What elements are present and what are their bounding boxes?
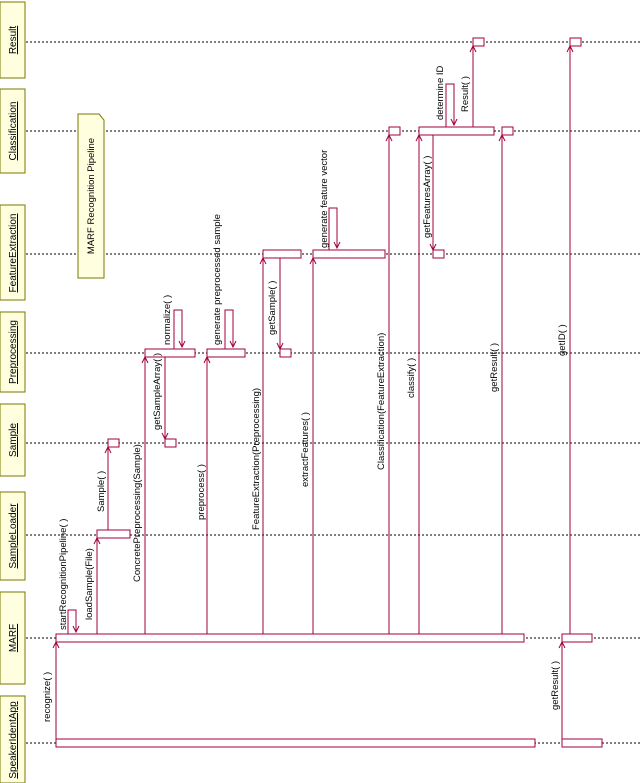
object-label-speakeridentapp: SpeakerIdentApp xyxy=(8,701,19,779)
activation-classification-classify xyxy=(418,126,495,136)
message-label-extractfeatures: extractFeatures( ) xyxy=(300,412,311,487)
activation-preprocessing-preprocess xyxy=(206,348,246,358)
message-arrow-determine-id xyxy=(450,118,458,127)
object-label-featureextraction: FeatureExtraction xyxy=(8,214,19,293)
activation-result-getid xyxy=(569,37,582,47)
message-label-getresult-app: getResult( ) xyxy=(550,661,561,710)
activation-speakeridentapp-main xyxy=(55,738,536,748)
object-box-featureextraction[interactable] xyxy=(0,204,26,301)
message-line-normalize xyxy=(173,309,183,349)
message-arrow-sample xyxy=(104,445,112,454)
message-arrow-getid xyxy=(566,44,574,53)
message-label-normalize: normalize( ) xyxy=(162,295,173,345)
message-label-getfeaturesarray: getFeaturesArray( ) xyxy=(422,156,433,238)
object-label-sample: Sample xyxy=(8,423,19,457)
object-box-speakeridentapp[interactable] xyxy=(0,695,26,783)
object-label-result: Result xyxy=(8,26,19,55)
note-shape[interactable] xyxy=(77,113,105,279)
activation-sample-getarray xyxy=(164,438,177,448)
message-label-concretepreprocessing: ConcretePreprocessing(Sample) xyxy=(132,444,143,582)
object-box-preprocessing[interactable] xyxy=(0,311,26,393)
message-arrow-extractfeatures xyxy=(309,256,317,265)
message-label-classify: classify( ) xyxy=(406,358,417,398)
activation-preprocessing-getsample xyxy=(279,348,292,358)
message-line-generate-feature-vector xyxy=(328,207,338,250)
message-arrow-loadsample xyxy=(93,536,101,545)
message-label-generate-feature-vector: generate feature vector xyxy=(319,150,330,248)
activation-featureextraction-getarray xyxy=(432,249,445,259)
message-arrow-generate-feature-vector xyxy=(333,241,341,250)
activation-sampleloader xyxy=(96,529,131,539)
message-label-generate-preprocessed: generate preprocessed sample xyxy=(212,214,223,345)
activation-classification-getresult xyxy=(501,126,514,136)
message-label-recognize: recognize( ) xyxy=(42,672,53,722)
message-arrow-getsample xyxy=(276,342,284,351)
object-box-result[interactable] xyxy=(0,1,26,79)
message-line-startrecognitionpipeline xyxy=(67,609,77,634)
object-label-classification: Classification xyxy=(8,102,19,161)
object-box-marf[interactable] xyxy=(0,591,26,685)
object-box-classification[interactable] xyxy=(0,88,26,174)
messages xyxy=(52,44,574,739)
activation-result-ctor xyxy=(472,37,485,47)
message-labels: recognize( ) startRecognitionPipeline( )… xyxy=(42,65,568,722)
message-arrow-getfeaturesarray xyxy=(429,243,437,252)
message-label-getid: getID( ) xyxy=(557,324,568,356)
message-arrow-result-ctor xyxy=(469,44,477,53)
activation-marf-main xyxy=(55,633,525,643)
message-arrow-classification-ctor xyxy=(385,133,393,142)
object-boxes: Result Classification FeatureExtraction … xyxy=(0,1,26,783)
message-label-preprocess: preprocess( ) xyxy=(196,464,207,520)
message-arrow-startrecognitionpipeline xyxy=(72,625,80,634)
message-label-getresult-classification: getResult( ) xyxy=(489,343,500,392)
message-arrow-classify xyxy=(415,133,423,142)
message-arrow-preprocess xyxy=(203,355,211,364)
message-label-classification-ctor: Classification(FeatureExtraction) xyxy=(376,333,387,470)
message-label-loadsample: loadSample(File) xyxy=(84,548,95,620)
activation-classification-ctor xyxy=(388,126,401,136)
object-label-preprocessing: Preprocessing xyxy=(8,320,19,384)
message-arrow-concretepreprocessing xyxy=(141,355,149,364)
message-label-determine-id: determine ID xyxy=(435,65,446,120)
message-arrow-getsamplearray xyxy=(161,432,169,441)
message-label-getsamplearray: getSampleArray( ) xyxy=(152,353,163,430)
message-arrow-getresult-app xyxy=(558,640,566,649)
activation-preprocessing-ctor xyxy=(144,348,196,358)
note-text: MARF Recognition Pipeline xyxy=(86,138,97,254)
object-box-sampleloader[interactable] xyxy=(0,491,26,581)
activation-sample-ctor xyxy=(107,438,120,448)
note: MARF Recognition Pipeline xyxy=(77,113,105,279)
activation-featureextraction-ctor xyxy=(262,249,302,259)
activation-speakeridentapp-getresult xyxy=(561,738,603,748)
message-arrow-generate-preprocessed xyxy=(229,340,237,349)
message-label-result-ctor: Result( ) xyxy=(460,76,471,112)
message-arrow-recognize xyxy=(52,640,60,649)
message-line-determine-id xyxy=(445,83,455,127)
object-box-sample[interactable] xyxy=(0,403,26,477)
activation-marf-getresult xyxy=(561,633,593,643)
message-line-generate-preprocessed xyxy=(224,309,234,349)
message-label-sample: Sample( ) xyxy=(96,471,107,512)
message-arrow-featureextraction-ctor xyxy=(259,256,267,265)
message-label-getsample: getSample( ) xyxy=(267,281,278,335)
message-arrow-getresult-classification xyxy=(498,133,506,142)
activation-featureextraction-extract xyxy=(312,249,386,259)
message-label-startrecognitionpipeline: startRecognitionPipeline( ) xyxy=(58,519,69,630)
message-label-featureextraction-ctor: FeatureExtraction(Preprocessing) xyxy=(251,388,262,530)
message-arrow-normalize xyxy=(178,340,186,349)
object-label-sampleloader: SampleLoader xyxy=(8,503,19,569)
object-label-marf: MARF xyxy=(8,624,19,652)
activations xyxy=(55,37,603,748)
